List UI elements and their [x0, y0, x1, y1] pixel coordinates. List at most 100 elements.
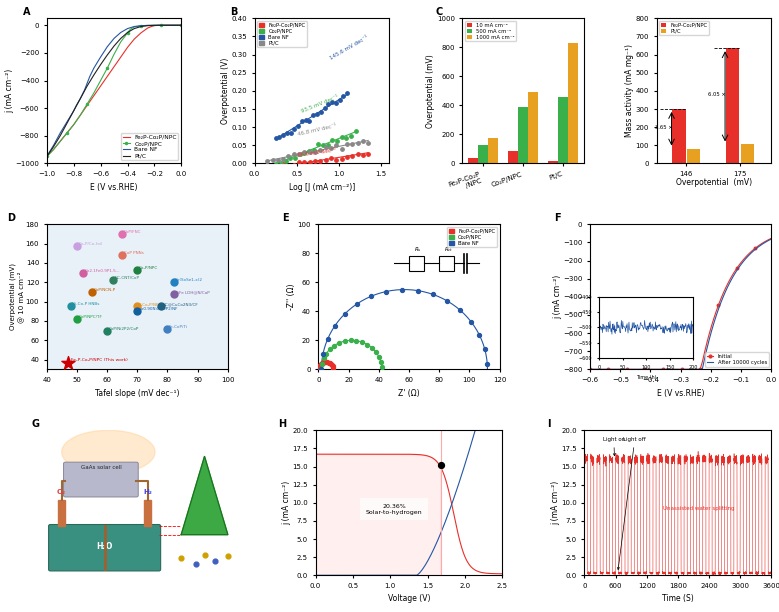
Text: C: C — [435, 7, 443, 18]
Point — [307, 110, 319, 120]
Point — [396, 285, 408, 294]
Y-axis label: j (mA cm⁻²): j (mA cm⁻²) — [5, 69, 14, 113]
Point — [199, 550, 211, 560]
Pt/C — [42, 153, 51, 160]
X-axis label: Voltage (V): Voltage (V) — [388, 594, 430, 603]
Point — [289, 153, 301, 163]
Co₂P/NPC — [103, 64, 112, 72]
Point — [323, 358, 336, 368]
Point — [344, 335, 357, 345]
Point — [314, 156, 326, 166]
Fe₂P-Co₂P/NPC — [69, 121, 79, 129]
Pt/C — [83, 83, 92, 90]
Fe₂P-Co₂P/NPC — [62, 129, 72, 136]
Point — [277, 154, 289, 164]
Fe₂P-Co₂P/NPC — [157, 21, 166, 29]
Point — [280, 156, 292, 166]
Text: Light on: Light on — [603, 437, 625, 456]
Point — [261, 157, 273, 166]
Point — [362, 138, 375, 147]
Point — [325, 154, 337, 163]
Text: Fe₂P-Co₂P/NPC (This work): Fe₂P-Co₂P/NPC (This work) — [71, 357, 128, 362]
Text: CoP/NCN-P: CoP/NCN-P — [93, 288, 115, 292]
Bar — [687, 149, 700, 163]
Point — [481, 359, 494, 369]
Legend: Fe₂P-Co₂P/NPC, Pt/C: Fe₂P-Co₂P/NPC, Pt/C — [659, 21, 709, 35]
Text: A: A — [23, 7, 30, 18]
Point — [330, 140, 343, 150]
Point — [336, 154, 348, 163]
Text: D: D — [7, 214, 15, 223]
Point — [356, 337, 368, 347]
Bar — [478, 144, 488, 163]
Fe₂P-Co₂P/NPC — [42, 153, 51, 160]
Point — [322, 140, 334, 149]
Point — [131, 265, 143, 275]
Bare NF — [89, 64, 98, 72]
Text: Co(SxSe1-x)2: Co(SxSe1-x)2 — [175, 278, 203, 282]
Legend: Fe₂P-Co₂P/NPC, Co₂P/NPC, Bare NF, Pt/C: Fe₂P-Co₂P/NPC, Co₂P/NPC, Bare NF, Pt/C — [257, 21, 307, 47]
Point — [161, 324, 174, 334]
Text: 3.65 ×: 3.65 × — [655, 125, 672, 130]
Text: NC-CNT/CoP: NC-CNT/CoP — [115, 277, 139, 280]
Point — [296, 116, 308, 125]
Text: CoP/NPC/TF: CoP/NPC/TF — [79, 315, 102, 319]
Point — [473, 330, 485, 340]
Bare NF — [109, 35, 118, 42]
Pt/C — [129, 25, 139, 32]
Text: H₂O: H₂O — [97, 542, 113, 551]
Point — [331, 136, 344, 146]
FancyBboxPatch shape — [48, 524, 160, 571]
Point — [325, 143, 337, 153]
Co₂P/NPC — [83, 100, 92, 108]
Bare NF — [129, 23, 139, 30]
Legend: Initial, After 10000 cycles: Initial, After 10000 cycles — [706, 353, 769, 367]
Point — [327, 362, 340, 372]
Point — [62, 357, 74, 367]
Point — [71, 314, 83, 324]
Point — [329, 321, 341, 330]
Point — [314, 145, 326, 155]
Point — [284, 128, 297, 138]
Point — [330, 98, 342, 108]
Fe₂P-Co₂P/NPC — [103, 73, 112, 80]
Point — [465, 317, 478, 327]
Point — [435, 460, 447, 470]
Text: Co2.1Fe0.9P1.5...: Co2.1Fe0.9P1.5... — [84, 269, 120, 273]
Fe₂P-Co₂P/NPC — [153, 22, 162, 29]
Legend: 10 mA cm⁻², 500 mA cm⁻², 1000 mA cm⁻²: 10 mA cm⁻², 500 mA cm⁻², 1000 mA cm⁻² — [465, 21, 516, 41]
Co₂P/NPC — [109, 51, 118, 58]
Point — [326, 97, 338, 107]
Text: NiFe LDH@N/CoP: NiFe LDH@N/CoP — [175, 290, 210, 294]
Point — [304, 147, 316, 157]
Point — [312, 363, 325, 373]
Point — [299, 115, 312, 125]
Bare NF — [177, 21, 186, 29]
Point — [454, 305, 467, 315]
Co₂P/NPC — [170, 21, 179, 29]
Text: CoP/FNC: CoP/FNC — [124, 230, 141, 234]
Point — [292, 121, 305, 131]
Co₂P/NPC — [157, 21, 166, 29]
Point — [336, 132, 348, 142]
Line: Fe₂P-Co₂P/NPC: Fe₂P-Co₂P/NPC — [47, 25, 182, 157]
Bare NF — [83, 80, 92, 87]
Point — [315, 364, 328, 374]
Point — [317, 358, 330, 368]
Co₂P/NPC — [116, 38, 125, 45]
Point — [65, 300, 77, 310]
Bar — [144, 500, 151, 526]
Point — [270, 133, 282, 143]
Point — [357, 150, 369, 160]
Point — [312, 364, 325, 374]
Point — [351, 149, 364, 159]
Point — [312, 362, 325, 371]
Point — [319, 103, 331, 113]
Fe₂P-Co₂P/NPC — [147, 23, 157, 30]
Bar — [558, 97, 568, 163]
Point — [315, 359, 328, 368]
Point — [351, 336, 363, 346]
Bare NF — [164, 21, 173, 29]
Pt/C — [109, 42, 118, 50]
Point — [361, 340, 373, 349]
